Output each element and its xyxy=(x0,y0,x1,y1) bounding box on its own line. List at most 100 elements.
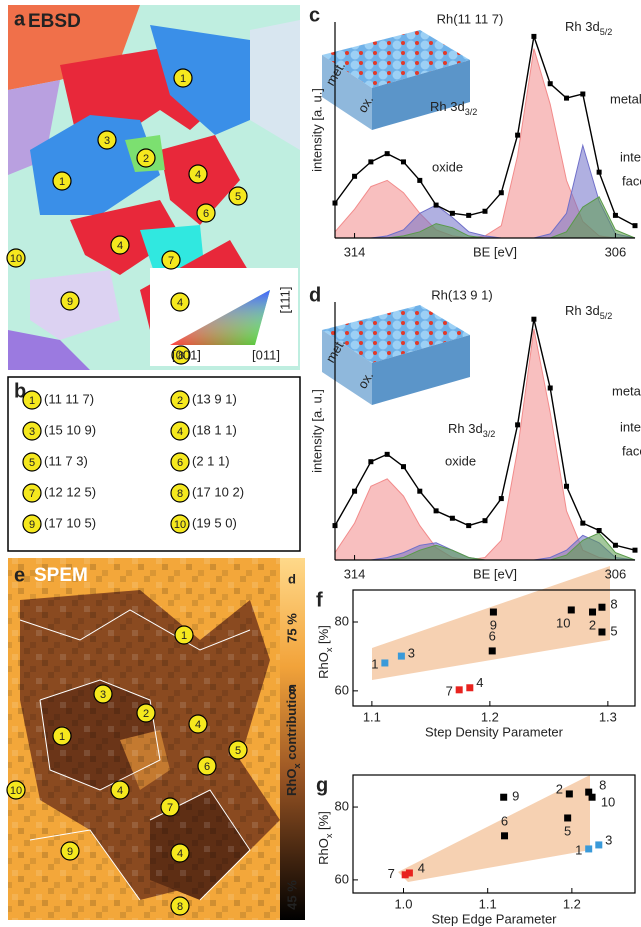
panel-label: e xyxy=(14,564,25,586)
marker-label: 3 xyxy=(100,689,106,701)
data-point xyxy=(548,81,553,86)
panel-label: c xyxy=(309,4,320,26)
point-label: 4 xyxy=(418,860,425,875)
y-axis-label-main: RhO xyxy=(316,838,331,865)
peak-label-sub: 5/2 xyxy=(600,311,613,321)
marker-label: 4 xyxy=(177,848,183,860)
x-axis-label: BE [eV] xyxy=(473,244,517,259)
marker-label: 2 xyxy=(177,395,183,407)
marker-label: 1 xyxy=(181,630,187,642)
point-label: 5 xyxy=(564,823,571,838)
marker-label: 10 xyxy=(10,785,22,797)
data-point xyxy=(589,609,596,616)
marker-label: 4 xyxy=(177,297,183,309)
peak-label: Rh 3d5/2 xyxy=(565,303,612,321)
data-point xyxy=(598,604,605,611)
ebsd-title: EBSD xyxy=(28,11,81,32)
grain-plane: (11 11 7) xyxy=(44,391,94,406)
data-point xyxy=(385,151,390,156)
data-point xyxy=(368,159,373,164)
colorbar-title-main: RhO xyxy=(284,769,299,796)
peak-label-main: Rh 3d xyxy=(430,99,465,114)
data-point xyxy=(434,508,439,513)
component-label: face xyxy=(622,443,641,458)
marker-label: 9 xyxy=(67,296,73,308)
data-point xyxy=(531,317,536,322)
grain-plane: (12 12 5) xyxy=(44,484,96,499)
data-point xyxy=(580,92,585,97)
grain-plane: (17 10 2) xyxy=(192,484,244,499)
data-point xyxy=(633,223,638,228)
y-axis-label-rest: [%] xyxy=(316,811,331,833)
data-point xyxy=(417,489,422,494)
grain-plane: (13 9 1) xyxy=(192,391,237,406)
data-point xyxy=(515,133,520,138)
y-axis-label: RhOx [%] xyxy=(316,625,334,679)
x-tick-label: 1.3 xyxy=(599,709,617,724)
data-point xyxy=(613,543,618,548)
peak-label: Rh 3d3/2 xyxy=(430,99,477,117)
data-point xyxy=(566,790,573,797)
panel-label: a xyxy=(14,8,26,30)
marker-label: 4 xyxy=(195,719,201,731)
y-axis-label: intensity [a. u.] xyxy=(309,389,324,473)
data-point xyxy=(564,484,569,489)
point-label: 1 xyxy=(371,656,378,671)
marker-label: 4 xyxy=(177,426,183,438)
peak-label-sub: 3/2 xyxy=(483,429,496,439)
data-point xyxy=(597,528,602,533)
component-label: metal xyxy=(612,383,641,398)
marker-label: 4 xyxy=(117,785,123,797)
marker-label: 2 xyxy=(143,153,149,165)
data-point xyxy=(580,521,585,526)
data-point xyxy=(499,496,504,501)
y-tick-label: 60 xyxy=(335,871,349,886)
data-point xyxy=(633,548,638,553)
peak-label-sub: 5/2 xyxy=(600,27,613,37)
marker-label: 8 xyxy=(177,901,183,913)
marker-label: 7 xyxy=(168,255,174,267)
x-tick-label: 1.1 xyxy=(479,896,497,911)
data-point xyxy=(352,174,357,179)
data-point xyxy=(417,178,422,183)
marker-label: 7 xyxy=(29,488,35,500)
marker-label: 5 xyxy=(29,457,35,469)
data-point xyxy=(466,213,471,218)
x-tick-label: 306 xyxy=(605,244,627,259)
x-axis-label: Step Edge Parameter xyxy=(431,911,557,926)
y-axis-label: RhOx [%] xyxy=(316,811,334,865)
x-tick-label: 306 xyxy=(605,566,627,581)
data-point xyxy=(568,606,575,613)
panel-label: f xyxy=(316,589,323,611)
y-tick-label: 60 xyxy=(335,682,349,697)
component-label: inter- xyxy=(620,149,641,164)
marker-label: 6 xyxy=(177,457,183,469)
legend-label: [011] xyxy=(252,347,280,362)
component-label: inter- xyxy=(620,419,641,434)
point-label: 2 xyxy=(589,617,596,632)
data-point xyxy=(489,647,496,654)
y-axis-label: intensity [a. u.] xyxy=(309,88,324,172)
data-point xyxy=(450,211,455,216)
x-tick-label: 1.2 xyxy=(563,896,581,911)
x-axis-label: Step Density Parameter xyxy=(425,724,564,739)
marker-label: 6 xyxy=(203,208,209,220)
marker-label: 2 xyxy=(143,708,149,720)
data-point xyxy=(595,841,602,848)
data-point xyxy=(515,422,520,427)
marker-label: 6 xyxy=(204,761,210,773)
grain-plane: (15 10 9) xyxy=(44,422,96,437)
data-point xyxy=(613,213,618,218)
marker-label: 4 xyxy=(195,169,201,181)
data-point xyxy=(352,489,357,494)
marker-label: 9 xyxy=(29,519,35,531)
grain-plane: (18 1 1) xyxy=(192,422,237,437)
colorbar-mark: c xyxy=(288,681,295,696)
page: {"panel_labels": ["a", "b", "c", "d", "e… xyxy=(0,0,641,927)
marker-label: 5 xyxy=(235,745,241,757)
point-label: 10 xyxy=(601,795,615,810)
grain-plane: (2 1 1) xyxy=(192,453,230,468)
data-point xyxy=(398,653,405,660)
point-label: 4 xyxy=(476,675,483,690)
data-point xyxy=(385,452,390,457)
